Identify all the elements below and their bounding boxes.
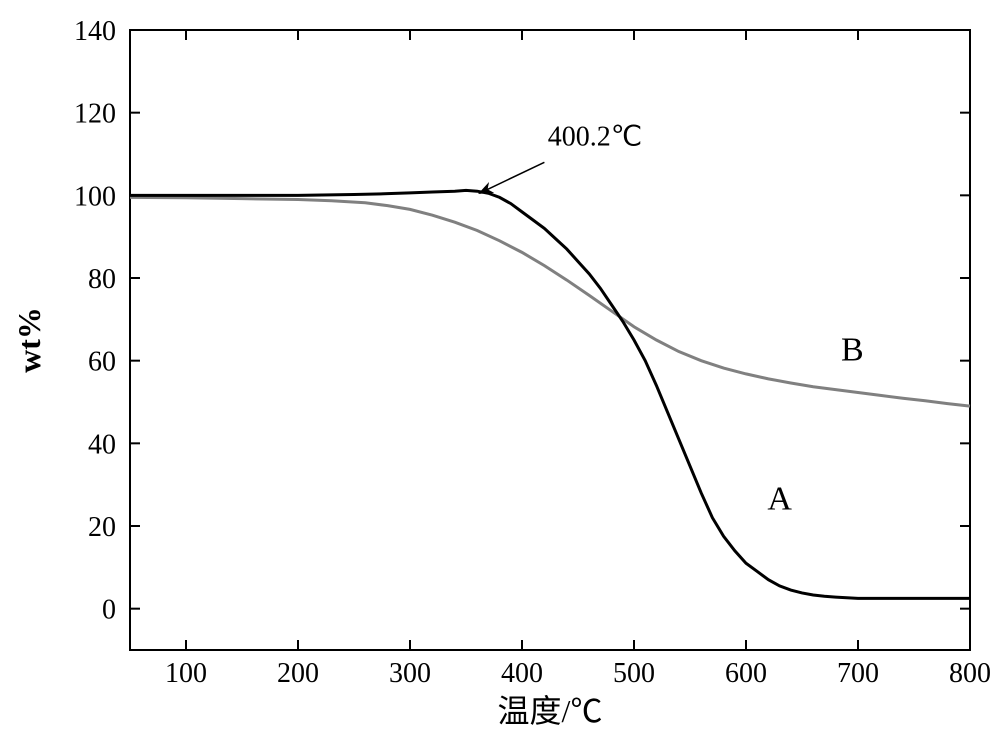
y-tick-label: 60 <box>88 347 116 378</box>
series-label-b: B <box>841 332 864 369</box>
x-tick-label: 600 <box>725 658 767 689</box>
x-tick-label: 200 <box>277 658 319 689</box>
tga-chart-svg: 100 200 300 400 500 600 700 800 0 20 40 60 80 100 120… <box>0 0 1000 744</box>
y-tick-label: 80 <box>88 264 116 295</box>
annotation-arrow <box>479 162 544 193</box>
x-axis-title: 温度/℃ <box>498 693 603 729</box>
y-tick-label: 120 <box>74 99 116 130</box>
annotation-group: 400.2℃ <box>479 122 642 194</box>
y-tick-label: 40 <box>88 429 116 460</box>
y-axis-title: wt% <box>11 307 47 373</box>
series-line-a <box>130 190 970 598</box>
y-tick-label: 20 <box>88 512 116 543</box>
x-tick-label: 100 <box>165 658 207 689</box>
tga-chart-container: 100 200 300 400 500 600 700 800 0 20 40 60 80 100 120… <box>0 0 1000 744</box>
annotation-text: 400.2℃ <box>548 122 642 153</box>
y-tick-label: 140 <box>74 16 116 47</box>
y-axis-ticks: 0 20 40 60 80 100 120 140 <box>74 16 970 626</box>
series-line-b <box>130 197 970 406</box>
y-tick-label: 0 <box>102 595 116 626</box>
x-tick-label: 800 <box>949 658 991 689</box>
y-tick-label: 100 <box>74 181 116 212</box>
x-tick-label: 300 <box>389 658 431 689</box>
x-tick-label: 700 <box>837 658 879 689</box>
x-tick-label: 500 <box>613 658 655 689</box>
x-tick-label: 400 <box>501 658 543 689</box>
series-label-a: A <box>767 480 792 517</box>
